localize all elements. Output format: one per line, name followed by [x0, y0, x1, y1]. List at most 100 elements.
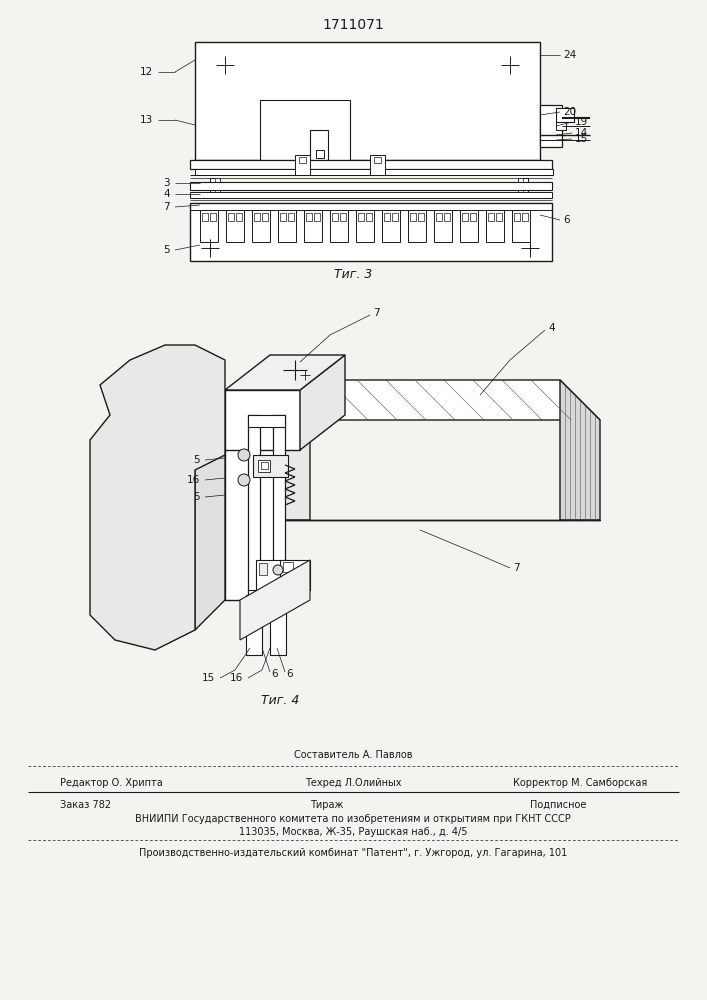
Bar [488, 213, 494, 221]
Bar [522, 213, 528, 221]
Bar [236, 213, 242, 221]
Text: 19: 19 [575, 117, 588, 127]
Bar [358, 213, 364, 221]
Bar [392, 213, 398, 221]
Bar [356, 210, 374, 242]
Text: ВНИИПИ Государственного комитета по изобретениям и открытиям при ГКНТ СССР: ВНИИПИ Государственного комитета по изоб… [135, 814, 571, 824]
Text: 7: 7 [163, 202, 170, 212]
Bar [382, 210, 400, 242]
Bar [512, 210, 530, 242]
Bar [256, 560, 286, 595]
Bar [283, 562, 293, 572]
Circle shape [238, 449, 250, 461]
Bar [486, 210, 504, 242]
Bar [340, 213, 346, 221]
Bar [299, 157, 306, 163]
Bar [306, 213, 312, 221]
Bar [444, 213, 450, 221]
Bar [270, 595, 286, 655]
Bar [410, 213, 416, 221]
Bar [330, 210, 348, 242]
Text: Τиг. 3: Τиг. 3 [334, 268, 372, 282]
Polygon shape [300, 355, 345, 450]
Bar [418, 213, 424, 221]
Text: 3: 3 [163, 178, 170, 188]
Text: Составитель А. Павлов: Составитель А. Павлов [293, 750, 412, 760]
Bar [261, 462, 268, 469]
Text: 6: 6 [563, 215, 570, 225]
Text: Τиг. 4: Τиг. 4 [261, 694, 299, 706]
Bar [278, 210, 296, 242]
Text: Техред Л.Олийных: Техред Л.Олийных [305, 778, 402, 788]
Text: 4: 4 [163, 189, 170, 199]
Text: 4: 4 [548, 323, 554, 333]
Bar [254, 213, 260, 221]
Bar [556, 108, 574, 122]
Text: 12: 12 [140, 67, 153, 77]
Bar [215, 178, 220, 192]
Bar [408, 210, 426, 242]
Polygon shape [560, 380, 600, 520]
Bar [259, 563, 267, 575]
Text: 5: 5 [194, 492, 200, 502]
Polygon shape [270, 380, 310, 520]
Text: 16: 16 [187, 475, 200, 485]
Bar [384, 213, 390, 221]
Text: 5: 5 [163, 245, 170, 255]
Bar [518, 178, 528, 196]
Polygon shape [225, 355, 345, 390]
Bar [514, 213, 520, 221]
Bar [190, 182, 552, 190]
Polygon shape [195, 390, 280, 420]
Bar [316, 150, 324, 158]
Text: 6: 6 [271, 669, 278, 679]
Bar [374, 157, 381, 163]
Bar [460, 210, 478, 242]
Bar [470, 213, 476, 221]
Bar [210, 178, 220, 196]
Bar [260, 100, 350, 160]
Bar [314, 213, 320, 221]
Text: 15: 15 [201, 673, 215, 683]
Circle shape [273, 565, 283, 575]
Text: Корректор М. Самборская: Корректор М. Самборская [513, 778, 647, 788]
Text: 113035, Москва, Ж-35, Раушская наб., д. 4/5: 113035, Москва, Ж-35, Раушская наб., д. … [239, 827, 467, 837]
Bar [288, 213, 294, 221]
Bar [190, 192, 552, 198]
Bar [262, 213, 268, 221]
Bar [540, 105, 562, 147]
Polygon shape [225, 390, 300, 450]
Bar [226, 210, 244, 242]
Polygon shape [90, 345, 225, 650]
Bar [496, 213, 502, 221]
Bar [366, 213, 372, 221]
Text: 7: 7 [373, 308, 380, 318]
Bar [304, 210, 322, 242]
Bar [310, 130, 328, 160]
Bar [370, 155, 385, 175]
Bar [210, 213, 216, 221]
Text: 7: 7 [513, 563, 520, 573]
Bar [190, 160, 552, 169]
Text: 13: 13 [140, 115, 153, 125]
Bar [248, 415, 285, 427]
Bar [246, 595, 262, 655]
Bar [518, 178, 523, 192]
Polygon shape [195, 390, 225, 630]
Polygon shape [270, 380, 600, 420]
Bar [195, 169, 553, 175]
Bar [228, 213, 234, 221]
Circle shape [238, 474, 250, 486]
Text: Заказ 782: Заказ 782 [60, 800, 111, 810]
Bar [280, 213, 286, 221]
Bar [332, 213, 338, 221]
Bar [252, 210, 270, 242]
Bar [258, 460, 270, 472]
Bar [462, 213, 468, 221]
Text: 24: 24 [563, 50, 576, 60]
Bar [436, 213, 442, 221]
Bar [556, 122, 566, 130]
Text: 15: 15 [575, 134, 588, 144]
Polygon shape [240, 560, 310, 640]
Bar [280, 560, 310, 590]
